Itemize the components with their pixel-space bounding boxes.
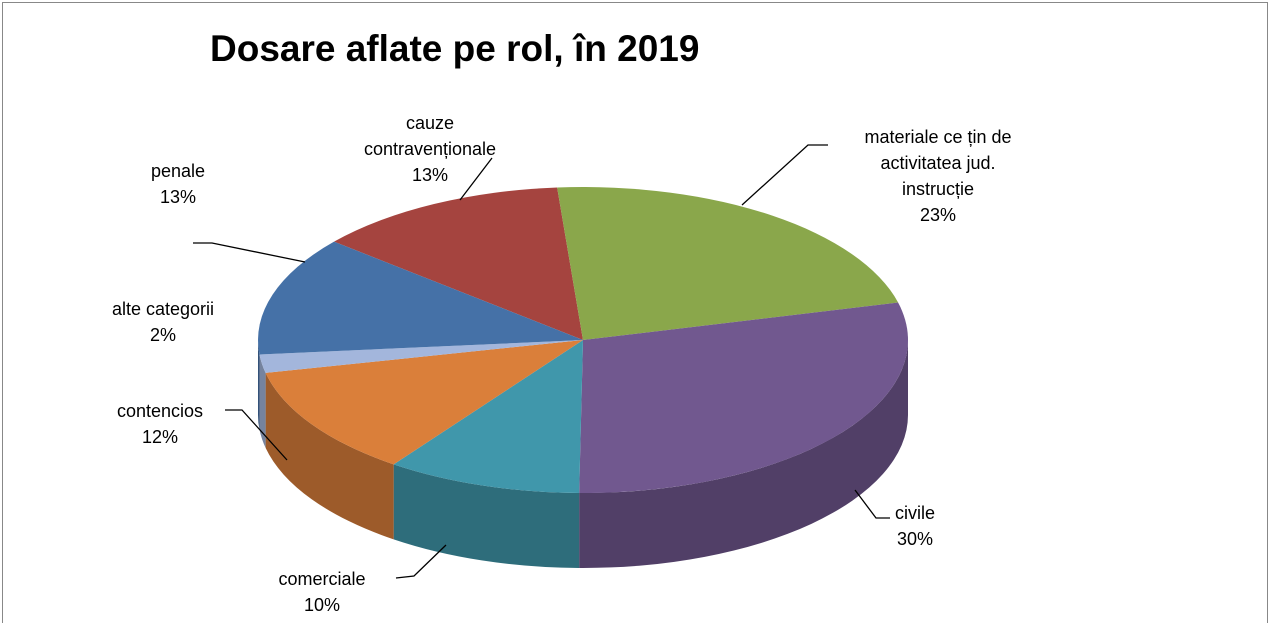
leader-line: [854, 489, 890, 519]
value-label: 2%: [149, 325, 176, 345]
pie-slice: [258, 241, 583, 355]
data-label: contencios 12%: [90, 398, 230, 450]
pie-side: [393, 464, 580, 568]
leader-line: [395, 544, 447, 579]
data-label: alte categorii 2%: [88, 296, 238, 348]
pie-slice: [393, 340, 583, 493]
category-label: materiale ce țin de activitatea jud. ins…: [864, 127, 1012, 199]
value-label: 12%: [141, 427, 179, 447]
data-label: materiale ce țin de activitatea jud. ins…: [848, 124, 1028, 228]
category-label: comerciale: [278, 569, 366, 589]
pie-slice: [265, 340, 583, 465]
pie-slice: [579, 302, 908, 493]
value-label: 30%: [896, 529, 934, 549]
data-label: civile 30%: [855, 500, 975, 552]
value-label: 13%: [159, 187, 197, 207]
leader-line: [225, 409, 288, 461]
leader-line: [459, 157, 493, 201]
pie-side: [259, 354, 266, 448]
category-label: contencios: [116, 401, 204, 421]
value-label: 13%: [411, 165, 449, 185]
category-label: penale: [150, 161, 206, 181]
category-label: civile: [894, 503, 935, 523]
value-label: 23%: [919, 205, 957, 225]
pie-slice: [557, 187, 899, 340]
category-label: alte categorii: [111, 299, 215, 319]
chart-title: Dosare aflate pe rol, în 2019: [210, 28, 700, 69]
pie-side: [258, 340, 260, 430]
pie-side: [579, 340, 908, 569]
data-label: comerciale 10%: [252, 566, 392, 618]
value-label: 10%: [303, 595, 341, 615]
leader-line: [193, 242, 306, 263]
pie-slice: [259, 340, 583, 373]
pie-slice: [334, 187, 583, 340]
pie-side: [265, 372, 394, 540]
category-label: cauze contravenționale: [363, 113, 497, 159]
data-label: penale 13%: [143, 158, 213, 210]
data-label: cauze contravenționale 13%: [350, 110, 510, 188]
leader-line: [741, 144, 828, 206]
